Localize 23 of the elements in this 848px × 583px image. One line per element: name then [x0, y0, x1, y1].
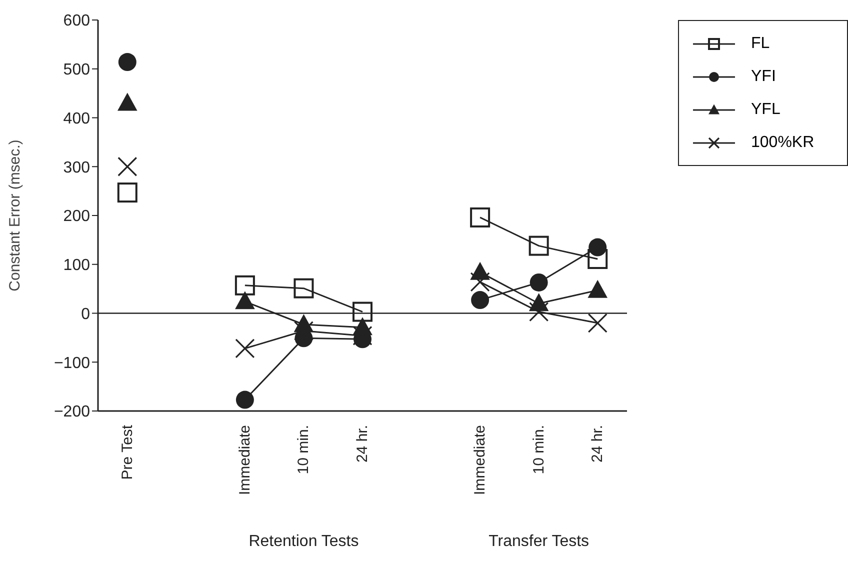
y-tick-label: 200 — [63, 208, 90, 226]
legend-label: YFI — [751, 68, 776, 86]
x-tick-label: Pre Test — [118, 424, 136, 480]
y-tick-label: 0 — [81, 306, 90, 323]
x-tick-label: Immediate — [472, 425, 489, 496]
x-tick-label: Immediate — [236, 425, 254, 496]
text: Retention Tests — [248, 533, 360, 551]
y-tick-label: 500 — [63, 62, 90, 79]
y-tick-label: 600 — [63, 12, 90, 30]
y-tick-label: 300 — [63, 159, 90, 176]
x-tick-label: 24 hr. — [354, 425, 371, 463]
x-tick-label: 10 min. — [295, 425, 312, 474]
legend-label: FL — [751, 34, 770, 52]
x-tick-label: 10 min. — [530, 425, 548, 474]
y-tick-label: 100 — [63, 257, 90, 274]
y-tick-label: −200 — [54, 404, 90, 421]
y-tick-label: −100 — [54, 354, 90, 372]
y-tick-label: 400 — [63, 110, 90, 128]
legend-label: 100%KR — [751, 134, 814, 152]
x-tick-label: 24 hr. — [589, 425, 606, 463]
y-axis-title: Constant Error (msec.) — [6, 140, 24, 292]
legend-label: YFL — [751, 100, 780, 118]
text: Transfer Tests — [488, 533, 590, 551]
